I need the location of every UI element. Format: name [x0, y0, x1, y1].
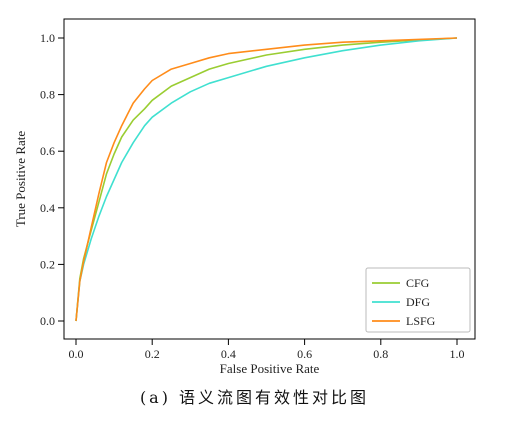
- y-tick-label: 0.4: [40, 201, 55, 215]
- y-tick-label: 1.0: [40, 31, 55, 45]
- y-tick-label: 0.6: [40, 144, 55, 158]
- series-line-dfg: [75, 37, 458, 322]
- legend-label-dfg: DFG: [406, 295, 430, 309]
- x-axis-label: False Positive Rate: [220, 361, 320, 376]
- roc-chart: 0.0 0.2 0.4 0.6 0.8 1.0 0.0 0.2 0.4 0.6 0.8 1.0 Fal…: [13, 18, 476, 376]
- x-tick-label: 0.2: [145, 347, 160, 361]
- x-tick-label: 0.8: [373, 347, 388, 361]
- legend: CFG DFG LSFG: [365, 267, 471, 333]
- legend-label-cfg: CFG: [406, 276, 430, 290]
- ticks-layer: 0.0 0.2 0.4 0.6 0.8 1.0 0.0 0.2 0.4 0.6 0.8 1.0: [40, 31, 465, 361]
- x-tick-label: 0.0: [69, 347, 84, 361]
- y-axis-label: True Positive Rate: [13, 131, 28, 228]
- legend-entries: CFG DFG LSFG: [372, 276, 436, 328]
- legend-label-lsfg: LSFG: [406, 314, 436, 328]
- x-tick-label: 0.4: [221, 347, 236, 361]
- y-tick-label: 0.0: [40, 314, 55, 328]
- series-layer: [75, 37, 458, 322]
- plot-frame: [63, 18, 476, 340]
- x-tick-label: 0.6: [297, 347, 312, 361]
- series-line-cfg: [75, 37, 458, 322]
- x-tick-label: 1.0: [450, 347, 465, 361]
- y-tick-label: 0.8: [40, 88, 55, 102]
- series-line-lsfg: [75, 37, 458, 322]
- legend-box: [365, 267, 471, 333]
- figure-caption: (a) 语义流图有效性对比图: [139, 388, 370, 407]
- y-tick-label: 0.2: [40, 257, 55, 271]
